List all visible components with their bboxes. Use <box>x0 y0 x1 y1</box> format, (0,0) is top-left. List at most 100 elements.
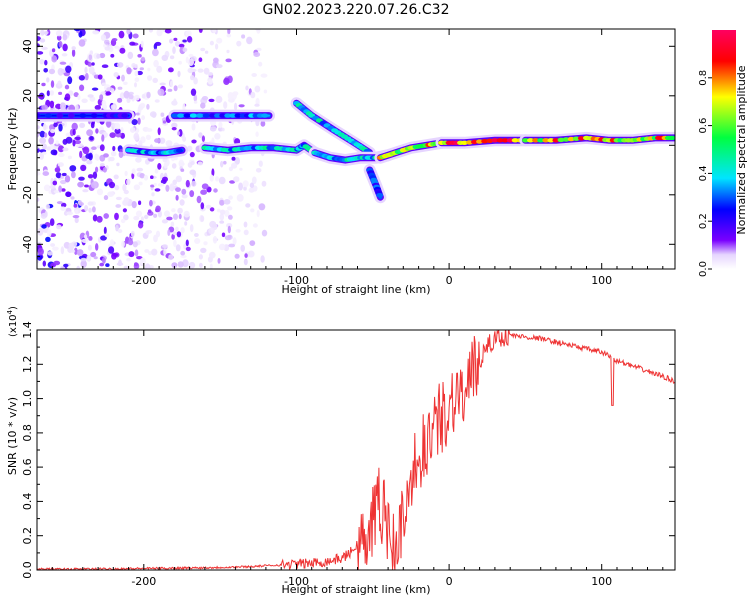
track-blob <box>67 113 75 118</box>
noise-blob <box>121 240 125 248</box>
noise-blob <box>94 105 102 110</box>
noise-blob <box>43 68 48 73</box>
noise-blob <box>154 188 161 192</box>
noise-blob <box>215 43 219 50</box>
noise-blob <box>113 72 119 78</box>
noise-blob <box>37 227 44 236</box>
spectrogram-y-label: Frequency (Hz) <box>6 108 19 191</box>
track-blob <box>506 138 514 143</box>
noise-blob <box>173 239 177 248</box>
noise-blob <box>107 191 114 197</box>
noise-blob <box>132 241 138 248</box>
noise-blob <box>181 188 187 195</box>
noise-blob <box>131 201 137 209</box>
noise-blob <box>147 67 151 72</box>
noise-blob <box>226 223 233 228</box>
track-blob <box>214 113 222 118</box>
noise-blob <box>180 250 186 256</box>
noise-blob <box>150 184 155 188</box>
noise-blob <box>137 105 144 111</box>
noise-blob <box>130 230 135 237</box>
noise-blob <box>74 209 79 215</box>
colorbar-ticks: 0.0 0.2 0.4 0.6 0.8 <box>698 70 712 277</box>
noise-blob <box>258 203 266 211</box>
track-blob <box>567 136 575 142</box>
noise-blob <box>73 29 81 32</box>
noise-blob <box>45 236 51 242</box>
noise-blob <box>123 265 130 269</box>
noise-blob <box>80 260 87 268</box>
track-blob <box>177 113 185 118</box>
noise-blob <box>207 79 213 85</box>
noise-blob <box>226 49 230 54</box>
noise-blob <box>44 211 48 218</box>
y-tick-label: 0 <box>21 142 34 149</box>
noise-blob <box>119 92 125 100</box>
noise-blob <box>226 33 232 38</box>
noise-blob <box>91 62 95 66</box>
noise-blob <box>144 249 150 253</box>
noise-blob <box>219 209 226 215</box>
noise-blob <box>71 249 76 253</box>
noise-blob <box>182 136 187 142</box>
noise-blob <box>243 221 248 228</box>
noise-blob <box>95 128 99 134</box>
colorbar-tick-label: 0.8 <box>698 70 709 86</box>
noise-blob <box>41 46 48 51</box>
noise-blob <box>49 124 54 131</box>
noise-blob <box>218 243 226 251</box>
noise-blob <box>165 184 170 192</box>
track-blob <box>183 113 191 118</box>
noise-blob <box>40 29 45 36</box>
noise-blob <box>50 149 58 156</box>
noise-blob <box>261 180 267 187</box>
noise-blob <box>172 179 177 186</box>
noise-blob <box>87 62 93 67</box>
noise-blob <box>113 174 119 180</box>
noise-blob <box>260 255 265 263</box>
noise-blob <box>84 205 89 212</box>
noise-blob <box>94 153 99 161</box>
track-blob <box>511 138 519 143</box>
noise-blob <box>49 90 55 96</box>
track-blob <box>481 139 489 144</box>
noise-blob <box>255 131 259 137</box>
track-blob <box>537 138 545 143</box>
noise-blob <box>117 229 123 234</box>
noise-blob <box>187 67 194 74</box>
noise-blob <box>84 66 88 74</box>
noise-blob <box>102 257 106 264</box>
noise-blob <box>157 88 165 97</box>
noise-blob <box>51 55 58 63</box>
track-blob <box>234 113 242 118</box>
noise-blob <box>155 230 161 238</box>
noise-blob <box>88 66 95 75</box>
noise-blob <box>177 261 184 268</box>
noise-blob <box>148 29 153 33</box>
noise-blob <box>123 189 129 195</box>
colorbar-tick-label: 0.6 <box>698 118 709 134</box>
noise-blob <box>244 253 248 258</box>
noise-blob <box>89 136 94 141</box>
noise-blob <box>82 146 90 155</box>
track-blob <box>547 138 555 143</box>
noise-blob <box>64 84 70 90</box>
y-tick-label: 20 <box>21 89 34 103</box>
track-blob <box>521 138 529 143</box>
noise-blob <box>96 188 104 196</box>
track-blob <box>542 138 550 143</box>
noise-blob <box>154 138 161 143</box>
noise-blob <box>114 184 120 191</box>
noise-blob <box>118 150 124 158</box>
noise-blob <box>103 153 109 158</box>
x-tick-label: 0 <box>446 575 453 588</box>
noise-blob <box>79 150 83 159</box>
noise-blob <box>74 140 81 145</box>
noise-blob <box>224 209 230 217</box>
noise-blob <box>171 262 178 268</box>
noise-blob <box>91 181 98 189</box>
noise-blob <box>122 208 127 213</box>
noise-blob <box>256 47 262 52</box>
noise-blob <box>88 207 92 213</box>
